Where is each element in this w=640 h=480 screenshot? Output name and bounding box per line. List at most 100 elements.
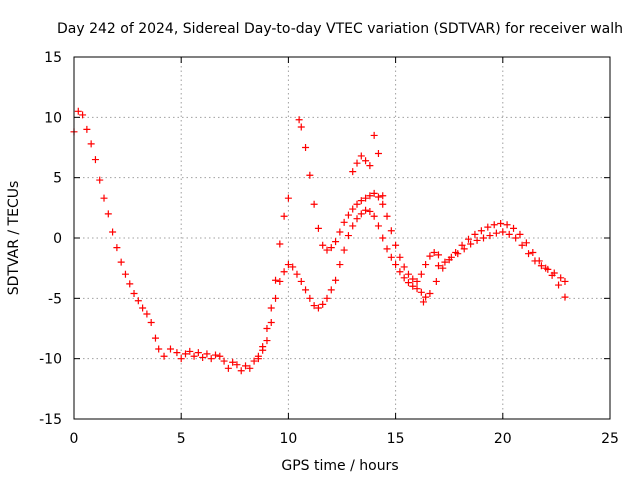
- data-point: [379, 200, 387, 208]
- data-point: [516, 230, 524, 238]
- data-point: [454, 250, 462, 258]
- data-point: [370, 212, 378, 220]
- data-point: [484, 223, 492, 231]
- x-axis-label: GPS time / hours: [281, 458, 398, 474]
- data-point: [151, 334, 159, 342]
- data-point: [74, 107, 82, 115]
- data-point: [336, 228, 344, 236]
- data-point: [379, 192, 387, 200]
- data-point: [306, 171, 314, 179]
- data-point: [263, 325, 271, 332]
- data-point: [310, 200, 318, 208]
- data-point: [254, 355, 262, 363]
- data-point: [284, 194, 292, 202]
- data-point: [207, 355, 215, 363]
- data-point: [203, 350, 211, 358]
- data-point: [186, 347, 194, 355]
- axis-ticks: [73, 56, 611, 420]
- data-point: [387, 253, 395, 261]
- y-tick-label: 0: [53, 231, 62, 247]
- data-point: [87, 140, 95, 148]
- series-track-d: [295, 116, 442, 285]
- data-point: [409, 282, 417, 290]
- data-point: [505, 230, 513, 238]
- data-point: [383, 212, 391, 220]
- data-point: [263, 337, 271, 345]
- data-point: [366, 162, 374, 170]
- y-tick-label: -15: [39, 412, 62, 428]
- data-point: [458, 241, 466, 249]
- data-point: [392, 241, 400, 249]
- data-point: [349, 168, 357, 176]
- data-point: [396, 268, 404, 276]
- data-point: [276, 240, 284, 248]
- data-point: [392, 261, 400, 269]
- data-point: [396, 253, 404, 261]
- data-point: [357, 152, 365, 160]
- data-point: [216, 352, 224, 360]
- data-point: [272, 276, 280, 284]
- data-point: [344, 232, 352, 240]
- data-point: [276, 277, 284, 285]
- data-point: [362, 194, 370, 202]
- data-point: [409, 275, 417, 283]
- data-point: [280, 268, 288, 276]
- data-point: [344, 211, 352, 219]
- data-point: [91, 156, 99, 164]
- data-point: [374, 222, 382, 230]
- data-point: [464, 235, 472, 243]
- data-point: [432, 277, 440, 285]
- y-tick-label: 10: [44, 110, 62, 126]
- data-point: [79, 111, 87, 119]
- data-point: [319, 241, 327, 249]
- x-tick-label: 20: [494, 431, 512, 447]
- data-point: [512, 234, 520, 242]
- data-point: [100, 194, 108, 202]
- data-point: [477, 227, 485, 235]
- data-point: [139, 304, 147, 312]
- data-point: [314, 224, 322, 232]
- data-point: [422, 261, 430, 269]
- data-point: [272, 294, 280, 302]
- data-point: [561, 277, 569, 285]
- data-point: [370, 189, 378, 197]
- data-point: [430, 248, 438, 256]
- data-point: [126, 280, 134, 288]
- grid-lines: [74, 57, 610, 419]
- data-point: [400, 274, 408, 282]
- data-point: [441, 258, 449, 266]
- data-point: [447, 253, 455, 261]
- data-point: [400, 263, 408, 271]
- data-point: [561, 293, 569, 301]
- x-tick-label: 15: [387, 431, 405, 447]
- data-point: [537, 262, 545, 270]
- data-point: [117, 258, 125, 266]
- data-point: [404, 270, 412, 278]
- data-point: [166, 345, 174, 353]
- y-tick-label: -5: [48, 291, 62, 307]
- data-point: [229, 358, 237, 366]
- data-point: [147, 318, 155, 326]
- data-point: [544, 265, 552, 273]
- data-point: [383, 245, 391, 253]
- data-point: [557, 274, 565, 282]
- data-point: [155, 345, 163, 353]
- data-point: [190, 352, 198, 360]
- data-point: [327, 286, 335, 294]
- data-point: [417, 270, 425, 278]
- data-point: [280, 212, 288, 220]
- data-point: [302, 286, 310, 294]
- x-tick-label: 25: [601, 431, 619, 447]
- data-point: [109, 228, 117, 236]
- data-point: [480, 234, 488, 242]
- data-point: [490, 221, 498, 229]
- data-point: [366, 192, 374, 200]
- data-point: [362, 206, 370, 214]
- data-point: [323, 246, 331, 254]
- data-point: [529, 248, 537, 256]
- data-point: [460, 245, 468, 253]
- data-point: [130, 290, 138, 298]
- data-point: [370, 131, 378, 139]
- data-point: [357, 197, 365, 205]
